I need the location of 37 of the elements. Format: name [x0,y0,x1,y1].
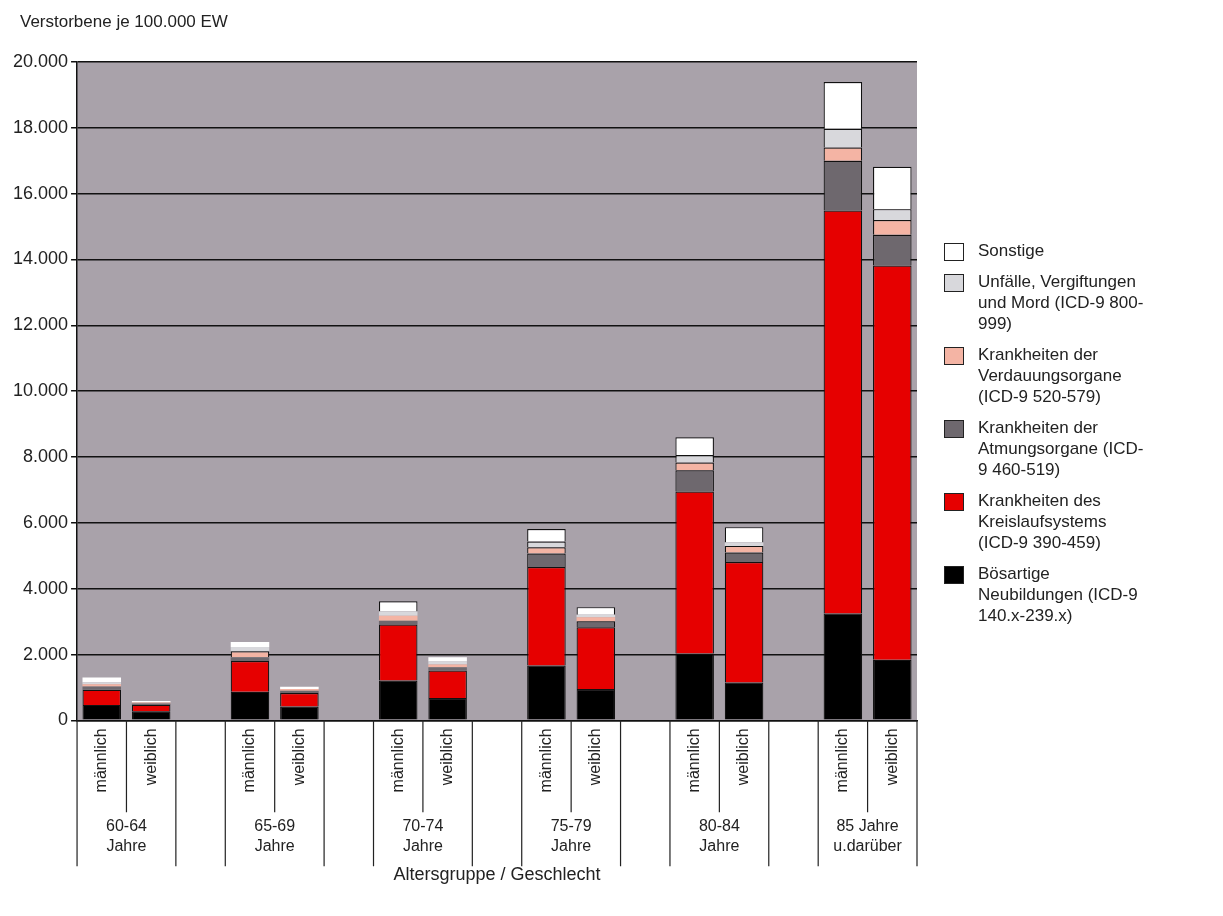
x-tick-label: männlich [92,728,110,793]
x-tick-label: männlich [240,728,258,793]
x-tick-label: weiblich [734,728,752,787]
y-tick-label: 2.000 [23,643,69,664]
y-tick-label: 12.000 [12,314,69,335]
legend-label: Unfälle, Vergiftungen und Mord (ICD-9 800-999) [978,271,1145,334]
x-tick-label: weiblich [289,728,307,787]
text: 80-84 Jahre [698,816,740,854]
x-tick-label: weiblich [586,728,604,787]
x-tick-label: männlich [536,728,554,793]
x-axis-title: Altersgruppe / Geschlecht [393,864,601,885]
y-tick-label: 14.000 [12,248,69,269]
y-tick-label: 0 [58,709,69,730]
x-tick-label: männlich [685,728,703,793]
x-tick-label: männlich [833,728,851,793]
y-tick-label: 18.000 [12,116,69,137]
y-tick-label: 6.000 [23,511,69,532]
text: 75-79 Jahre [550,816,592,854]
legend-label: Sonstige [978,240,1045,261]
y-tick-label: 8.000 [23,445,69,466]
y-tick-label: 4.000 [23,577,69,598]
y-tick-label: 10.000 [12,380,69,401]
legend-label: Krankheiten des Kreislaufsystems (ICD-9 390-459) [978,490,1108,553]
x-tick-label: männlich [388,728,406,793]
x-tick-label: weiblich [141,728,159,787]
y-tick-label: 20.000 [12,50,69,71]
legend-label: Krankheiten der Atmungsorgane (ICD-9 460-519) [978,417,1145,480]
text: 60-64 Jahre [106,816,148,854]
legend-label: Krankheiten der Verdauungsorgane (ICD-9 520-579) [978,344,1123,407]
text: 65-69 Jahre [254,816,296,854]
x-tick-label: weiblich [438,728,456,787]
text: 70-74 Jahre [402,816,444,854]
y-axis-title: Verstorbene je 100.000 EW [20,12,228,32]
legend-label: Bösartige Neubildungen (ICD-9 140.x-239.x) [978,563,1139,626]
text: 85 Jahre u.darüber [833,816,903,854]
y-tick-label: 16.000 [12,182,69,203]
x-tick-label: weiblich [882,728,900,787]
